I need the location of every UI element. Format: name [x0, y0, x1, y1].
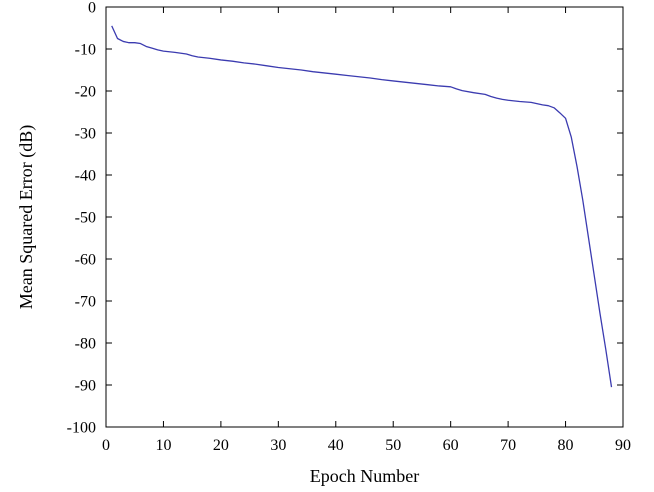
- y-tick-label: -10: [75, 42, 96, 59]
- y-tick-label: -50: [75, 210, 96, 227]
- y-tick-label: 0: [88, 0, 96, 17]
- y-tick-label: -90: [75, 378, 96, 395]
- y-tick-label: -40: [75, 168, 96, 185]
- y-axis-title: Mean Squared Error (dB): [16, 125, 37, 309]
- x-tick-label: 50: [385, 437, 401, 454]
- y-tick-label: -70: [75, 294, 96, 311]
- y-tick-label: -60: [75, 252, 96, 269]
- axis-ticks: [105, 6, 624, 428]
- y-tick-label: -100: [67, 420, 96, 437]
- y-tick-label: -20: [75, 84, 96, 101]
- x-tick-label: 60: [443, 437, 459, 454]
- series-layer: [111, 25, 613, 388]
- x-axis-title: Epoch Number: [310, 466, 419, 486]
- y-tick-label: -30: [75, 126, 96, 143]
- x-tick-label: 0: [102, 437, 110, 454]
- axis-tick-labels: 0 10 20 30 40 50 60 70 80 90 0 -10 -20 -30 -40 -50 -60 -7…: [67, 0, 631, 454]
- x-tick-label: 30: [270, 437, 286, 454]
- y-tick-label: -80: [75, 336, 96, 353]
- x-tick-label: 70: [500, 437, 516, 454]
- x-tick-label: 10: [155, 437, 171, 454]
- x-tick-label: 80: [558, 437, 574, 454]
- x-tick-label: 90: [615, 437, 631, 454]
- plot-area-frame: [105, 6, 624, 428]
- x-tick-label: 40: [328, 437, 344, 454]
- mse-series-line: [111, 25, 613, 388]
- x-tick-label: 20: [213, 437, 229, 454]
